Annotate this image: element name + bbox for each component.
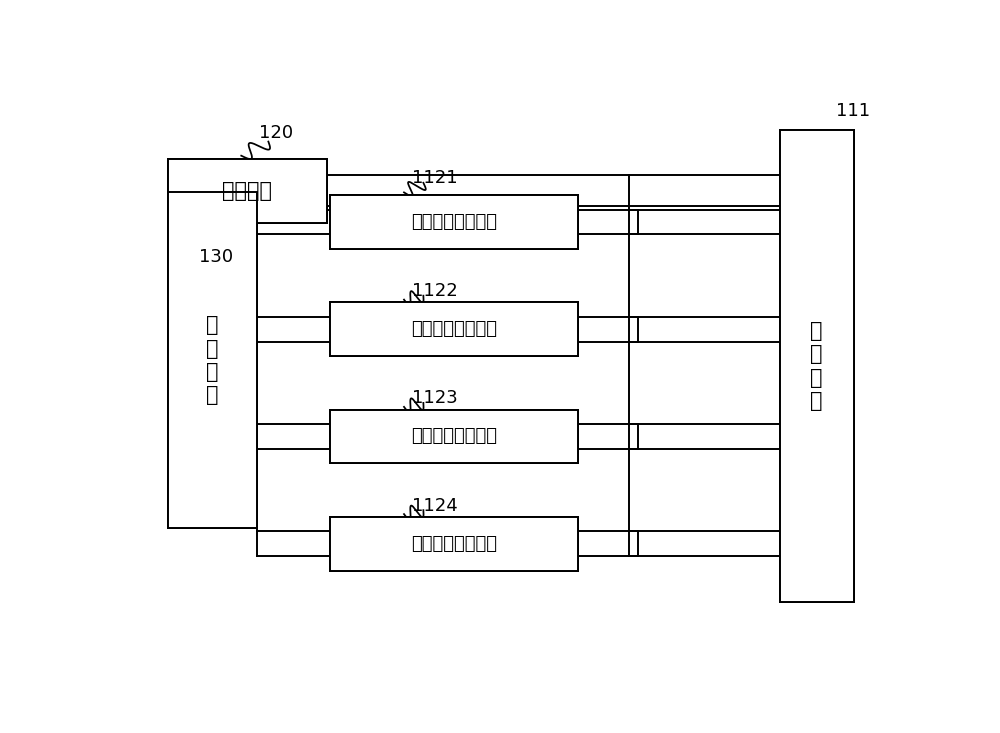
Text: 第一电压转换电路: 第一电压转换电路 (411, 320, 497, 338)
FancyBboxPatch shape (780, 130, 854, 602)
Text: 130: 130 (199, 248, 234, 266)
Text: 1124: 1124 (412, 497, 458, 515)
Text: 第一电压转换电路: 第一电压转换电路 (411, 427, 497, 446)
Text: 用
电
负
荷: 用 电 负 荷 (206, 315, 218, 405)
FancyBboxPatch shape (330, 303, 578, 356)
FancyBboxPatch shape (330, 517, 578, 570)
Text: 1123: 1123 (412, 389, 458, 408)
Text: 第一电压转换电路: 第一电压转换电路 (411, 213, 497, 231)
FancyBboxPatch shape (330, 195, 578, 248)
FancyBboxPatch shape (168, 192, 257, 528)
Text: 第一电压转换电路: 第一电压转换电路 (411, 427, 497, 446)
Text: 控
制
电
路: 控 制 电 路 (810, 321, 823, 410)
Text: 1122: 1122 (412, 282, 458, 300)
Text: 120: 120 (259, 124, 293, 142)
FancyBboxPatch shape (330, 410, 578, 463)
Text: 第一电压转换电路: 第一电压转换电路 (411, 213, 497, 231)
Text: 外部电源: 外部电源 (222, 181, 272, 201)
Text: 第一电压转换电路: 第一电压转换电路 (411, 320, 497, 338)
Text: 控
制
电
路: 控 制 电 路 (810, 321, 823, 410)
FancyBboxPatch shape (168, 192, 257, 528)
FancyBboxPatch shape (330, 303, 578, 356)
FancyBboxPatch shape (330, 517, 578, 570)
FancyBboxPatch shape (780, 130, 854, 602)
Text: 第一电压转换电路: 第一电压转换电路 (411, 534, 497, 553)
Text: 1121: 1121 (412, 169, 458, 187)
Text: 外部电源: 外部电源 (222, 181, 272, 201)
FancyBboxPatch shape (168, 158, 326, 224)
FancyBboxPatch shape (330, 410, 578, 463)
FancyBboxPatch shape (168, 158, 326, 224)
FancyBboxPatch shape (330, 195, 578, 248)
Text: 用
电
负
荷: 用 电 负 荷 (206, 315, 218, 405)
Text: 111: 111 (836, 102, 871, 119)
Text: 第一电压转换电路: 第一电压转换电路 (411, 534, 497, 553)
